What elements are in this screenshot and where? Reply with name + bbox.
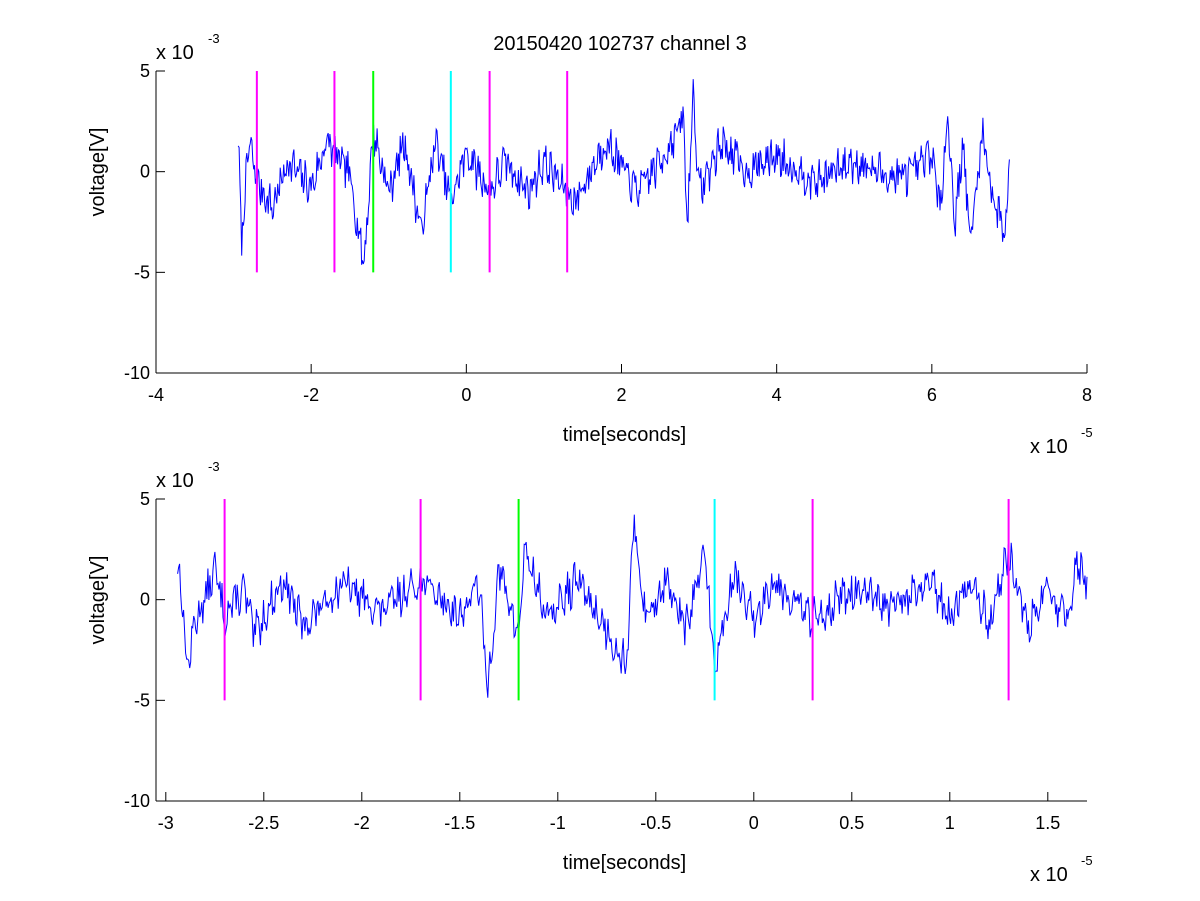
x-tick-label: 6 — [927, 385, 937, 405]
figure-title: 20150420 102737 channel 3 — [493, 33, 747, 55]
top-plot: -4 -2 0 2 4 6 8 -10 -5 0 5 time[seconds] voltage[V] x… — [87, 31, 1093, 458]
x-tick-label: 1 — [945, 813, 955, 833]
x-tick-label: -2 — [354, 813, 370, 833]
x-tick-label: -3 — [158, 813, 174, 833]
y-tick-label: 5 — [140, 489, 150, 509]
x-tick-label: 0.5 — [839, 813, 864, 833]
x-tick-label: 4 — [772, 385, 782, 405]
x-tick-label: -2.5 — [248, 813, 279, 833]
x-tick-label: -1.5 — [444, 813, 475, 833]
x-tick-label: -4 — [148, 385, 164, 405]
signal-line — [177, 514, 1088, 698]
x-axis-multiplier: x 10 — [1030, 864, 1068, 886]
x-tick-label: 2 — [616, 385, 626, 405]
x-tick-label: -1 — [550, 813, 566, 833]
x-axis-label: time[seconds] — [563, 852, 686, 874]
y-axis-multiplier: x 10 — [156, 42, 194, 64]
x-tick-label: -0.5 — [640, 813, 671, 833]
y-axis-label: voltage[V] — [87, 556, 109, 645]
y-axis-multiplier-exponent: -3 — [208, 459, 220, 474]
bottom-plot: -3 -2.5 -2 -1.5 -1 -0.5 0 0.5 1 1.5 -10 -5 0 5 time[se… — [87, 459, 1093, 886]
y-tick-label: 5 — [140, 61, 150, 81]
y-tick-label: -5 — [134, 690, 150, 710]
y-tick-label: 0 — [140, 162, 150, 182]
x-tick-label: -2 — [303, 385, 319, 405]
x-axis-multiplier-exponent: -5 — [1081, 425, 1093, 440]
y-tick-label: 0 — [140, 590, 150, 610]
y-axis-multiplier: x 10 — [156, 470, 194, 492]
x-axis-multiplier: x 10 — [1030, 436, 1068, 458]
x-axis-label: time[seconds] — [563, 424, 686, 446]
y-tick-label: -10 — [124, 363, 150, 383]
y-tick-label: -5 — [134, 262, 150, 282]
x-axis-multiplier-exponent: -5 — [1081, 853, 1093, 868]
signal-line — [237, 79, 1010, 265]
x-tick-label: 8 — [1082, 385, 1092, 405]
x-tick-label: 0 — [461, 385, 471, 405]
y-axis-multiplier-exponent: -3 — [208, 31, 220, 46]
x-tick-label: 1.5 — [1035, 813, 1060, 833]
x-tick-label: 0 — [749, 813, 759, 833]
y-axis-label: voltage[V] — [87, 128, 109, 217]
y-tick-label: -10 — [124, 791, 150, 811]
